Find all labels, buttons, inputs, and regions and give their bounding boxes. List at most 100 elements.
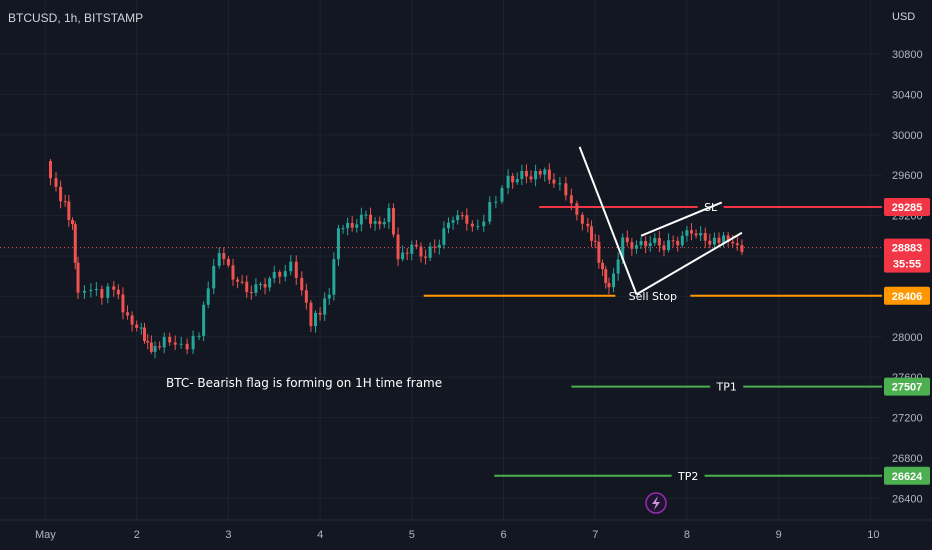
candle-body (465, 215, 469, 224)
candle-body (202, 304, 206, 336)
candle-body (590, 226, 594, 241)
candle-body (607, 283, 611, 288)
candle-body (179, 343, 183, 345)
candle-body (391, 208, 395, 235)
candle-body (373, 221, 377, 224)
x-tick-label: 9 (776, 529, 782, 541)
candle-body (153, 346, 157, 352)
candle-body (685, 230, 689, 236)
candle-body (158, 346, 162, 348)
candle-body (263, 284, 267, 288)
candle-body (476, 226, 480, 228)
pattern-trendline (640, 201, 723, 237)
candle-body (569, 195, 573, 204)
candle-body (482, 221, 486, 227)
candle-body (506, 175, 510, 188)
candle-body (524, 170, 528, 177)
candle-body (278, 272, 282, 277)
candle-body (564, 183, 568, 196)
x-tick-label: 6 (501, 529, 507, 541)
candle-body (369, 214, 373, 224)
price-tag (884, 198, 930, 217)
symbol-title: BTCUSD, 1h, BITSTAMP (8, 11, 143, 25)
grid (0, 0, 882, 520)
price-axis[interactable]: 3080030400300002960029200288002840028000… (892, 49, 923, 505)
candle-body (355, 224, 359, 228)
x-tick-label: May (35, 529, 56, 541)
candle-body (601, 262, 605, 270)
candle-body (314, 312, 318, 327)
candle-body (667, 240, 671, 251)
candle-body (121, 294, 125, 313)
time-axis[interactable]: May 2 3 4 5 6 7 8 9 10 (0, 519, 932, 541)
candle-body (139, 327, 143, 329)
candle-body (327, 294, 331, 299)
candle-body (89, 290, 93, 292)
candle-body (350, 223, 354, 228)
candle-body (446, 222, 450, 229)
candle-body (456, 215, 460, 221)
y-tick-label: 30800 (892, 49, 923, 61)
candle-body (300, 277, 304, 291)
candle-body (341, 228, 345, 230)
candle-body (245, 281, 249, 293)
candle-body (231, 265, 235, 280)
candle-body (703, 232, 707, 241)
candle-body (735, 243, 739, 246)
candle-body (604, 269, 608, 284)
candle-body (387, 208, 391, 223)
candle-body (304, 290, 308, 303)
candle-body (359, 214, 363, 225)
candle-body (543, 169, 547, 175)
candle-body (612, 273, 616, 288)
flag-pattern-lines (578, 146, 743, 296)
x-tick-label: 4 (317, 529, 323, 541)
candle-body (558, 183, 562, 185)
candle-body (740, 245, 744, 252)
candle-body (168, 336, 172, 343)
candle-body (410, 244, 414, 254)
candle-body (249, 292, 253, 294)
candle-body (451, 220, 455, 223)
x-tick-label: 3 (225, 529, 231, 541)
candle-body (671, 240, 675, 242)
candle-body (616, 259, 620, 274)
candle-body (396, 234, 400, 260)
candle-body (676, 240, 680, 246)
candle-body (130, 315, 134, 325)
candle-body (424, 256, 428, 258)
x-tick-label: 5 (409, 529, 415, 541)
candle-body (634, 245, 638, 249)
lightning-bolt-icon[interactable] (645, 492, 667, 514)
y-tick-label: 30400 (892, 89, 923, 101)
candle-body (272, 272, 276, 279)
candle-body (185, 343, 189, 350)
candle-body (378, 221, 382, 225)
candle-body (318, 312, 322, 315)
level-label: Sell Stop (629, 290, 677, 303)
candle-body (621, 237, 625, 260)
countdown-timer: 35:55 (893, 259, 921, 271)
candle-body (82, 290, 86, 293)
current-price-value: 28883 (892, 243, 923, 255)
candle-body (236, 279, 240, 282)
candle-body (332, 259, 336, 295)
candle-body (54, 178, 58, 187)
candle-body (59, 186, 63, 202)
candle-body (116, 289, 120, 295)
candle-body (240, 281, 244, 283)
level-label: TP1 (715, 381, 736, 394)
candle-body (708, 240, 712, 245)
y-tick-label: 26400 (892, 493, 923, 505)
candle-body (100, 288, 104, 298)
candle-body (433, 246, 437, 248)
candle-body (726, 235, 730, 242)
candle-body (135, 324, 139, 328)
candle-body (520, 170, 524, 180)
price-tag (884, 286, 930, 305)
candle-body (722, 235, 726, 243)
candle-body (680, 235, 684, 246)
candle-body (309, 302, 313, 327)
